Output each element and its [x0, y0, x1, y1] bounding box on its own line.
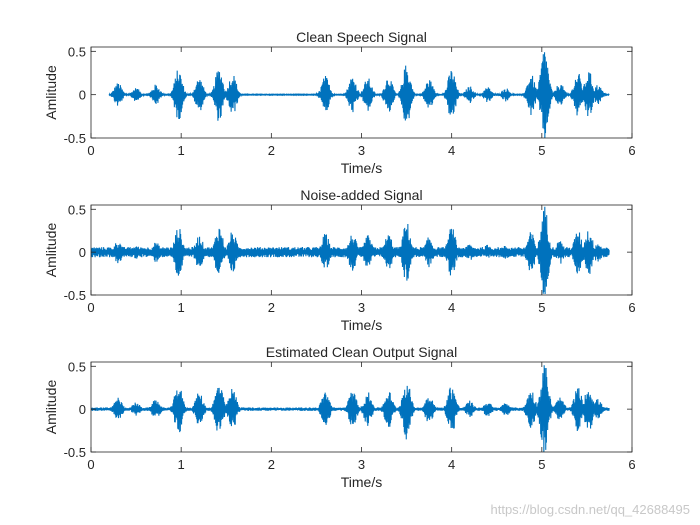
x-tick-label: 0 [87, 143, 94, 158]
signal-line [91, 365, 610, 452]
x-tick-label: 3 [358, 300, 365, 315]
x-tick-label: 2 [268, 300, 275, 315]
y-tick-label: 0.5 [68, 44, 86, 59]
x-tick-label: 3 [358, 457, 365, 472]
y-axis-label: Amlitude [43, 223, 59, 278]
x-tick-label: 2 [268, 457, 275, 472]
watermark: https://blog.csdn.net/qq_42688495 [490, 502, 691, 517]
x-tick-label: 4 [448, 143, 455, 158]
x-tick-label: 5 [538, 143, 545, 158]
x-tick-label: 5 [538, 457, 545, 472]
x-tick-label: 1 [178, 300, 185, 315]
x-tick-label: 6 [628, 143, 635, 158]
y-tick-label: 0 [79, 402, 86, 417]
x-tick-label: 6 [628, 457, 635, 472]
plot-title: Estimated Clean Output Signal [266, 344, 457, 360]
y-tick-label: -0.5 [64, 288, 86, 303]
signal-line [108, 52, 610, 138]
x-axis-label: Time/s [341, 160, 382, 176]
x-tick-label: 1 [178, 143, 185, 158]
x-tick-label: 3 [358, 143, 365, 158]
x-axis-label: Time/s [341, 474, 382, 490]
y-tick-label: 0.5 [68, 202, 86, 217]
x-tick-label: 4 [448, 457, 455, 472]
y-axis-label: Amlitude [43, 380, 59, 435]
x-tick-label: 0 [87, 300, 94, 315]
signal-line [91, 206, 610, 295]
x-tick-label: 4 [448, 300, 455, 315]
y-tick-label: 0.5 [68, 359, 86, 374]
x-tick-label: 5 [538, 300, 545, 315]
x-tick-label: 6 [628, 300, 635, 315]
plot-title: Noise-added Signal [300, 187, 422, 203]
y-tick-label: 0 [79, 245, 86, 260]
x-axis-label: Time/s [341, 317, 382, 333]
plot-title: Clean Speech Signal [296, 29, 427, 45]
x-tick-label: 2 [268, 143, 275, 158]
y-tick-label: 0 [79, 88, 86, 103]
y-tick-label: -0.5 [64, 131, 86, 146]
y-axis-label: Amlitude [43, 65, 59, 120]
x-tick-label: 1 [178, 457, 185, 472]
x-tick-label: 0 [87, 457, 94, 472]
y-tick-label: -0.5 [64, 445, 86, 460]
